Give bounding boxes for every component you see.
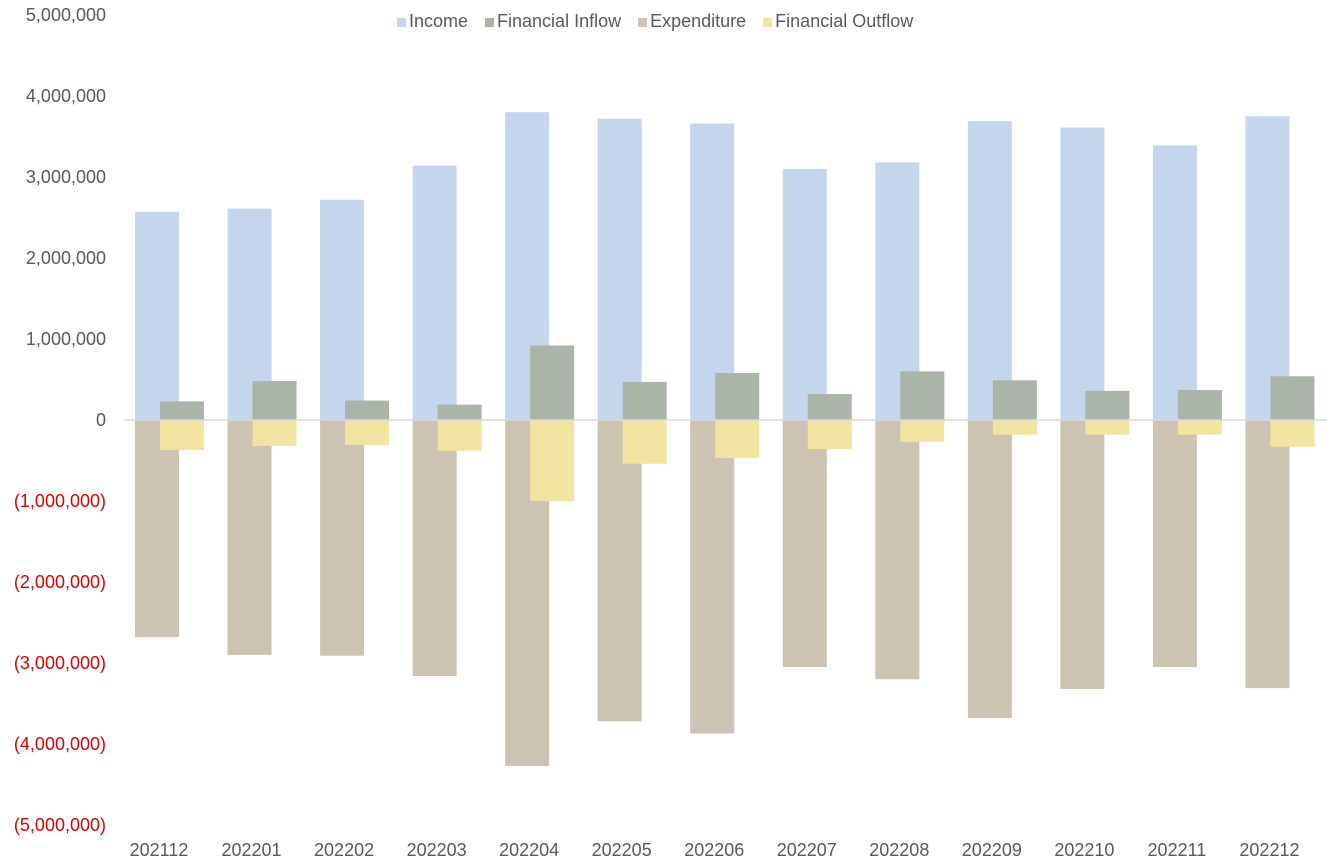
financial-outflow-bar-202201: [252, 420, 297, 446]
financial-inflow-bar-202202: [345, 400, 390, 420]
expenditure-bar-202202: [320, 420, 365, 656]
financial-outflow-bar-202208: [900, 420, 945, 442]
x-tick-label: 202212: [1239, 840, 1299, 860]
financial-inflow-bar-202203: [437, 404, 482, 420]
financial-inflow-bar-202210: [1085, 390, 1130, 420]
expenditure-bar-202112: [135, 420, 179, 638]
financial-inflow-bar-202212: [1270, 376, 1315, 420]
legend-label-income: Income: [409, 11, 468, 31]
x-tick-label: 202209: [962, 840, 1022, 860]
x-tick-label: 202208: [869, 840, 929, 860]
expenditure-bar-202207: [782, 420, 827, 668]
financial-outflow-bar-202212: [1270, 420, 1315, 447]
expenditure-bar-202210: [1060, 420, 1105, 689]
expenditure-bar-202201: [227, 420, 272, 655]
y-tick-label: 2,000,000: [26, 248, 106, 268]
y-tick-label: 5,000,000: [26, 5, 106, 25]
income-bar-202112: [135, 211, 179, 420]
income-bar-202211: [1152, 145, 1197, 420]
income-bar-202212: [1245, 116, 1290, 420]
financial-outflow-bar-202202: [345, 420, 390, 446]
y-tick-label: (3,000,000): [14, 653, 106, 673]
y-tick-label: (1,000,000): [14, 491, 106, 511]
financial-outflow-bar-202211: [1177, 420, 1222, 435]
y-tick-label: 4,000,000: [26, 86, 106, 106]
income-bar-202202: [320, 199, 365, 420]
legend-swatch-financial-outflow: [763, 18, 773, 27]
financial-inflow-bar-202206: [715, 373, 760, 420]
x-tick-label: 202112: [130, 840, 189, 860]
financial-inflow-bar-202208: [900, 371, 945, 420]
x-tick-label: 202211: [1148, 840, 1207, 860]
income-bar-202206: [690, 123, 735, 420]
x-tick-label: 202204: [499, 840, 559, 860]
legend-swatch-expenditure: [638, 18, 648, 27]
x-tick-label: 202205: [592, 840, 652, 860]
financial-outflow-bar-202210: [1085, 420, 1130, 435]
legend-swatch-income: [397, 18, 406, 27]
expenditure-bar-202211: [1152, 420, 1197, 668]
financial-inflow-bar-202204: [530, 345, 575, 420]
income-bar-202210: [1060, 127, 1105, 420]
financial-inflow-bar-202112: [160, 401, 204, 420]
financial-inflow-bar-202211: [1177, 390, 1222, 420]
y-tick-label: 0: [96, 410, 106, 430]
x-tick-label: 202210: [1054, 840, 1114, 860]
y-tick-label: (2,000,000): [14, 572, 106, 592]
financial-inflow-bar-202205: [622, 381, 667, 420]
x-tick-label: 202207: [777, 840, 837, 860]
income-bar-202207: [782, 168, 827, 420]
y-tick-label: 3,000,000: [26, 167, 106, 187]
income-bar-202205: [597, 118, 642, 421]
legend: Income Financial Inflow Expenditure Financi…: [397, 11, 914, 31]
financial-inflow-bar-202209: [992, 380, 1037, 420]
financial-outflow-bar-202203: [437, 420, 482, 451]
y-tick-label: (4,000,000): [14, 734, 106, 754]
financial-inflow-bar-202201: [252, 381, 297, 420]
expenditure-bar-202203: [412, 420, 457, 676]
expenditure-bar-202205: [597, 420, 642, 722]
x-tick-label: 202203: [407, 840, 467, 860]
y-tick-label: (5,000,000): [14, 815, 106, 835]
financial-outflow-bar-202205: [622, 420, 667, 464]
income-bar-202203: [412, 165, 457, 420]
financial-outflow-bar-202204: [530, 420, 575, 501]
financial-inflow-bar-202207: [807, 394, 852, 420]
financial-outflow-bar-202207: [807, 420, 852, 450]
x-tick-label: 202201: [222, 840, 282, 860]
legend-label-financial-outflow: Financial Outflow: [775, 11, 914, 31]
expenditure-bar-202212: [1245, 420, 1290, 689]
expenditure-bar-202209: [967, 420, 1012, 719]
x-tick-label: 202202: [314, 840, 374, 860]
financial-outflow-bar-202209: [992, 420, 1037, 435]
x-tick-label: 202206: [684, 840, 744, 860]
legend-label-financial-inflow: Financial Inflow: [497, 11, 622, 31]
expenditure-bar-202208: [875, 420, 920, 680]
legend-label-expenditure: Expenditure: [650, 11, 746, 31]
income-bar-202209: [967, 121, 1012, 421]
expenditure-bar-202206: [690, 420, 735, 734]
financial-outflow-bar-202206: [715, 420, 760, 459]
y-tick-label: 1,000,000: [26, 329, 106, 349]
financial-outflow-bar-202112: [160, 420, 204, 450]
legend-swatch-financial-inflow: [485, 18, 495, 27]
